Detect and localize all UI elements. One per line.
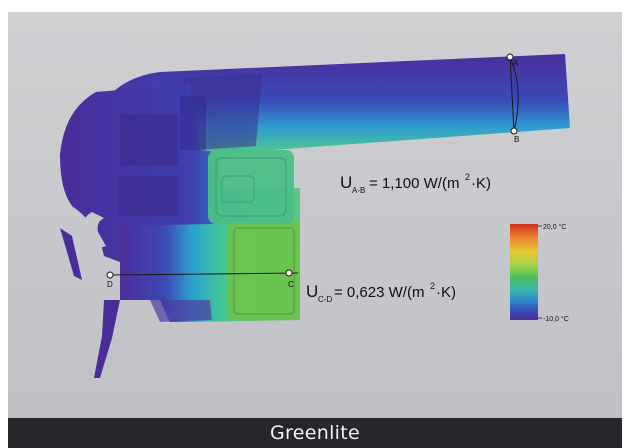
u-cd-superscript: 2 [430, 281, 435, 291]
u-value-a-b: U A-B = 1,100 W/(m 2 ·K) [340, 172, 491, 195]
u-ab-superscript: 2 [465, 172, 470, 182]
line-a-b [509, 56, 515, 132]
point-b-marker [510, 127, 518, 135]
legend-min-label: -10,0 °C [543, 315, 569, 323]
caption-bar: Greenlite [8, 418, 622, 448]
u-value-c-d: U C-D = 0,623 W/(m 2 ·K) [306, 281, 456, 304]
curve-a-b [509, 56, 519, 132]
point-labels: A B C D [107, 59, 519, 289]
point-b-label: B [514, 135, 519, 144]
u-cd-tail: ·K) [436, 284, 456, 301]
temperature-legend: 20,0 °C -10,0 °C [510, 223, 569, 323]
u-ab-subscript: A-B [352, 186, 365, 195]
legend-color-bar [510, 224, 538, 320]
point-c-label: C [288, 280, 294, 289]
u-ab-prefix: U [340, 173, 352, 192]
u-cd-value: = 0,623 W/(m [334, 284, 424, 301]
point-c-marker [285, 269, 293, 277]
caption-text: Greenlite [270, 422, 360, 444]
u-ab-value: = 1,100 W/(m [369, 175, 459, 192]
u-cd-subscript: C-D [318, 295, 332, 304]
section-lines [106, 53, 519, 279]
point-a-marker [506, 53, 514, 61]
point-d-marker [106, 271, 114, 279]
u-ab-tail: ·K) [471, 175, 491, 192]
frame-body [60, 84, 300, 378]
point-a-label: A [513, 59, 519, 68]
u-cd-prefix: U [306, 282, 318, 301]
line-c-d [109, 272, 299, 276]
point-d-label: D [107, 280, 113, 289]
legend-max-label: 20,0 °C [543, 223, 566, 231]
